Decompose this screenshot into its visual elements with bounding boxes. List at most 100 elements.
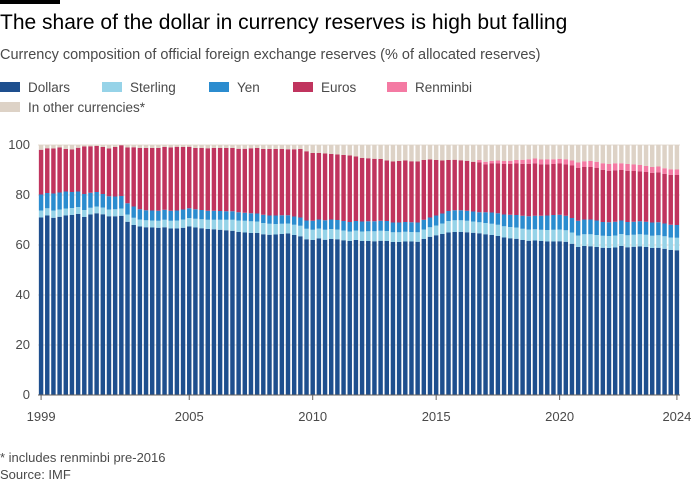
bar-sterling	[526, 229, 531, 241]
bar-dollars	[242, 232, 248, 395]
bar-dollars	[261, 234, 266, 395]
bar-other	[187, 145, 192, 147]
bar-stack	[353, 145, 359, 395]
bar-yen	[224, 211, 229, 220]
bar-euros	[378, 159, 383, 221]
bar-yen	[403, 222, 408, 232]
bar-euros	[650, 172, 655, 223]
bar-yen	[446, 211, 451, 221]
bar-sterling	[119, 208, 124, 216]
bar-euros	[88, 146, 93, 193]
bar-yen	[433, 215, 439, 226]
bar-euros	[514, 163, 519, 215]
bar-dollars	[254, 233, 260, 395]
bar-stack	[57, 145, 62, 395]
bar-sterling	[88, 207, 93, 215]
bar-stack	[162, 145, 167, 395]
bar-other	[668, 145, 673, 170]
bar-stack	[489, 145, 494, 395]
bar-other	[125, 145, 130, 148]
bar-yen	[187, 208, 192, 218]
x-tick-label: 1999	[27, 409, 56, 424]
legend-swatch-sterling	[102, 82, 122, 92]
bar-other	[248, 145, 254, 149]
bar-sterling	[217, 219, 223, 230]
bar-euros	[538, 164, 544, 216]
bar-yen	[606, 222, 612, 236]
bar-renminbi	[563, 159, 569, 165]
bar-stack	[242, 145, 248, 395]
bar-stack	[483, 145, 488, 395]
x-tick-label: 2005	[175, 409, 204, 424]
bar-other	[403, 145, 408, 161]
bar-renminbi	[569, 160, 575, 166]
bar-other	[508, 145, 513, 161]
bar-sterling	[335, 229, 340, 240]
bar-dollars	[674, 250, 680, 395]
bar-sterling	[600, 235, 606, 248]
bar-stack	[205, 145, 210, 395]
bar-other	[106, 145, 112, 149]
bar-stack	[291, 145, 297, 395]
bar-stack	[112, 145, 118, 395]
bar-other	[643, 145, 649, 166]
bar-other	[174, 145, 180, 147]
bar-dollars	[82, 217, 87, 395]
stacked-bar-chart: 0 20 40 60 80 100 1999 2005 2010 2015 2020 2024	[8, 137, 691, 424]
bar-dollars	[310, 240, 315, 395]
bar-other	[446, 145, 451, 160]
bar-euros	[625, 170, 630, 222]
bar-sterling	[69, 208, 75, 215]
bar-sterling	[464, 220, 470, 233]
bar-dollars	[403, 241, 408, 395]
bar-dollars	[656, 247, 661, 395]
bar-other	[162, 145, 167, 147]
bar-dollars	[489, 235, 494, 395]
bar-sterling	[477, 222, 482, 234]
bar-stack	[69, 145, 75, 395]
bar-sterling	[205, 219, 210, 229]
bar-yen	[427, 217, 433, 228]
bar-euros	[674, 175, 680, 225]
bar-euros	[335, 154, 340, 220]
bar-sterling	[193, 218, 198, 228]
bar-other	[291, 145, 297, 150]
bar-yen	[285, 215, 291, 224]
bar-stack	[551, 145, 556, 395]
x-tick-label: 2020	[545, 409, 574, 424]
bar-euros	[421, 160, 427, 220]
bar-other	[619, 145, 624, 164]
bar-other	[378, 145, 383, 159]
bar-yen	[483, 212, 488, 223]
bar-stack	[199, 145, 204, 395]
bar-dollars	[291, 235, 297, 395]
bar-stack	[662, 145, 667, 395]
bar-stack	[304, 145, 309, 395]
bar-sterling	[211, 219, 217, 230]
bar-yen	[248, 213, 254, 222]
bar-yen	[304, 220, 309, 229]
bar-dollars	[557, 241, 562, 395]
bar-other	[477, 145, 482, 160]
bar-sterling	[458, 220, 464, 232]
bar-yen	[656, 222, 661, 236]
bar-renminbi	[483, 161, 488, 165]
legend-label-dollars: Dollars	[28, 79, 71, 95]
bar-sterling	[501, 226, 507, 238]
bar-stack	[384, 145, 389, 395]
bar-sterling	[582, 234, 587, 246]
bar-yen	[538, 215, 544, 230]
bar-sterling	[563, 230, 569, 242]
bar-sterling	[396, 232, 402, 242]
bar-yen	[199, 210, 204, 220]
bar-stack	[217, 145, 223, 395]
bar-euros	[656, 172, 661, 223]
bar-stack	[51, 145, 56, 395]
bar-other	[495, 145, 501, 161]
bar-stack	[322, 145, 328, 395]
bar-other	[520, 145, 525, 160]
bar-sterling	[390, 232, 396, 242]
y-tick-label: 80	[16, 187, 30, 202]
bar-sterling	[168, 220, 173, 229]
bar-stack	[366, 145, 371, 395]
